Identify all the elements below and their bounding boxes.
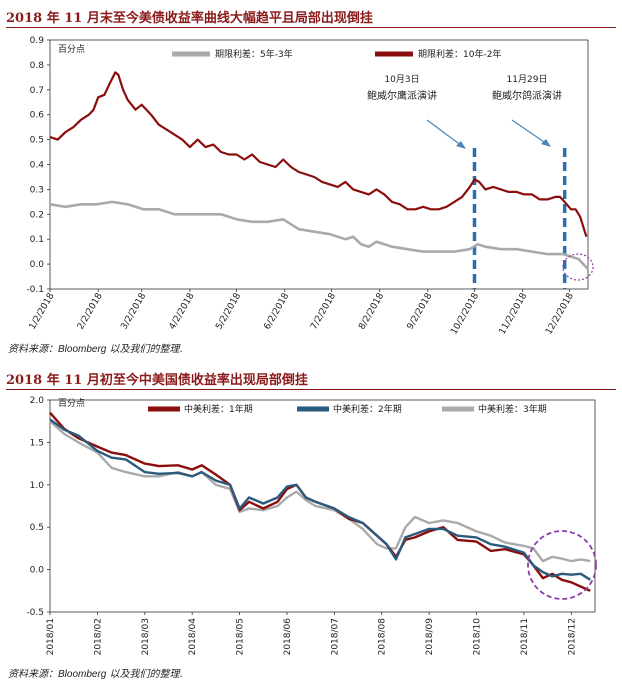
legend-label-10y2y: 期限利差：10年-2年 xyxy=(418,48,501,60)
chart2-y-tick-label: 1.5 xyxy=(30,438,44,448)
chart1-x-tick-label: 7/2/2018 xyxy=(309,291,338,331)
series-line-期限利差：10年-2年 xyxy=(49,71,588,238)
chart2-x-tick-label: 2018/10 xyxy=(473,618,483,656)
series-line-中美利差：1年期 xyxy=(49,411,591,592)
chart1-source: 资料来源：Bloomberg 以及我们的整理. xyxy=(8,340,183,355)
chart1-x-tick-label: 3/2/2018 xyxy=(119,291,148,331)
series-line-中美利差：3年期 xyxy=(49,420,591,563)
chart1-x-tick-label: 12/2/2018 xyxy=(544,291,576,336)
chart1-title-rule xyxy=(6,27,616,28)
chart1-x-tick-label: 8/2/2018 xyxy=(357,291,386,331)
legend-label-2y: 中美利差：2年期 xyxy=(333,403,402,415)
chart1-unit-label: 百分点 xyxy=(58,44,85,55)
chart1-y-tick-label: 0.3 xyxy=(30,185,44,195)
chart1-x-tick-label: 11/2/2018 xyxy=(498,291,530,336)
chart2-x-tick-label: 2018/09 xyxy=(425,618,435,656)
chart2-title: 2018 年 11 月初至今中美国债收益率出现局部倒挂 xyxy=(6,373,308,388)
chart1-x-tick-label: 9/2/2018 xyxy=(406,291,435,331)
chart2-x-tick-label: 2018/06 xyxy=(283,618,293,656)
chart1-y-tick-label: 0.0 xyxy=(30,260,45,270)
chart1-y-tick-label: 0.8 xyxy=(30,61,45,71)
chart1-title: 2018 年 11 月末至今美债收益率曲线大幅趋平且局部出现倒挂 xyxy=(6,11,373,26)
annotation1-arrowhead xyxy=(456,141,466,149)
chart1-y-tick-label: -0.1 xyxy=(26,285,44,295)
chart2-x-tick-label: 2018/03 xyxy=(141,618,151,655)
legend-label-1y: 中美利差：1年期 xyxy=(184,403,253,415)
chart2-x-tick-label: 2018/08 xyxy=(378,618,388,656)
chart1-x-tick-label: 5/2/2018 xyxy=(214,291,243,331)
chart1-x-tick-label: 4/2/2018 xyxy=(168,291,197,331)
annotation2-arrow xyxy=(511,119,548,145)
chart2-y-tick-label: 0.0 xyxy=(30,566,45,576)
annotation2-date: 11月29日 xyxy=(507,74,548,85)
chart1-y-tick-label: 0.7 xyxy=(30,86,44,96)
annotation2-arrowhead xyxy=(541,139,551,147)
chart1-x-tick-label: 10/2/2018 xyxy=(449,291,481,336)
chart1-svg: -0.1 0.0 0.1 0.2 0.3 0.4 0.5 0.6 0.7 0.8 0.9 1/2/2… xyxy=(26,36,594,336)
chart2-x-tick-label: 2018/11 xyxy=(520,618,530,655)
chart1-x-tick-label: 2/2/2018 xyxy=(76,291,105,331)
chart1-y-tick-label: 0.5 xyxy=(30,136,44,146)
chart2-y-tick-label: -0.5 xyxy=(26,608,44,618)
chart1-y-tick-label: 0.9 xyxy=(30,36,45,46)
chart2-source: 资料来源：Bloomberg 以及我们的整理. xyxy=(8,665,183,680)
series-line-期限利差：5年-3年 xyxy=(49,200,589,270)
chart1-x-tick-label: 1/2/2018 xyxy=(28,291,57,331)
chart1-y-tick-label: 0.1 xyxy=(30,235,44,245)
chart2-x-tick-label: 2018/04 xyxy=(188,618,198,656)
chart2-plot-frame xyxy=(49,399,596,613)
chart2-svg: -0.5 0.0 0.5 1.0 1.5 2.0 2018/01 2018/02 2018/0… xyxy=(26,396,597,656)
chart2-x-tick-label: 2018/12 xyxy=(567,618,577,655)
chart2-y-tick-label: 1.0 xyxy=(30,481,45,491)
annotation1-arrow xyxy=(426,119,463,147)
legend-label-5y3y: 期限利差：5年-3年 xyxy=(215,48,293,60)
annotation1-date: 10月3日 xyxy=(384,74,419,85)
chart1-x-tick-label: 6/2/2018 xyxy=(263,291,292,331)
chart2-source-prefix: 资料来源： xyxy=(8,669,58,680)
chart2-x-tick-label: 2018/02 xyxy=(93,618,103,655)
chart2-y-tick-label: 0.5 xyxy=(30,523,44,533)
chart2-y-tick-label: 2.0 xyxy=(30,396,45,406)
series-line-中美利差：2年期 xyxy=(49,418,591,581)
chart2-x-tick-label: 2018/05 xyxy=(236,618,246,655)
legend-label-3y: 中美利差：3年期 xyxy=(478,403,547,415)
chart2-unit-label: 百分点 xyxy=(58,398,85,409)
chart2-x-tick-label: 2018/01 xyxy=(46,618,56,655)
chart1-source-suffix: 以及我们的整理. xyxy=(106,344,183,355)
chart1-y-tick-label: 0.4 xyxy=(30,161,45,171)
chart1-source-brand: Bloomberg xyxy=(58,344,107,355)
chart1-source-prefix: 资料来源： xyxy=(8,344,58,355)
chart2-x-tick-label: 2018/07 xyxy=(330,618,340,655)
chart1-y-tick-label: 0.2 xyxy=(30,210,44,220)
chart2-title-rule xyxy=(6,389,616,390)
chart1-y-tick-label: 0.6 xyxy=(30,111,45,121)
annotation1-text: 鲍威尔鹰派演讲 xyxy=(367,89,437,102)
chart2-source-brand: Bloomberg xyxy=(58,669,107,680)
inversion-highlight-circle-2 xyxy=(527,530,597,600)
annotation2-text: 鲍威尔鸽派演讲 xyxy=(492,89,562,102)
inversion-highlight-circle-1 xyxy=(562,253,594,281)
chart2-source-suffix: 以及我们的整理. xyxy=(106,669,183,680)
